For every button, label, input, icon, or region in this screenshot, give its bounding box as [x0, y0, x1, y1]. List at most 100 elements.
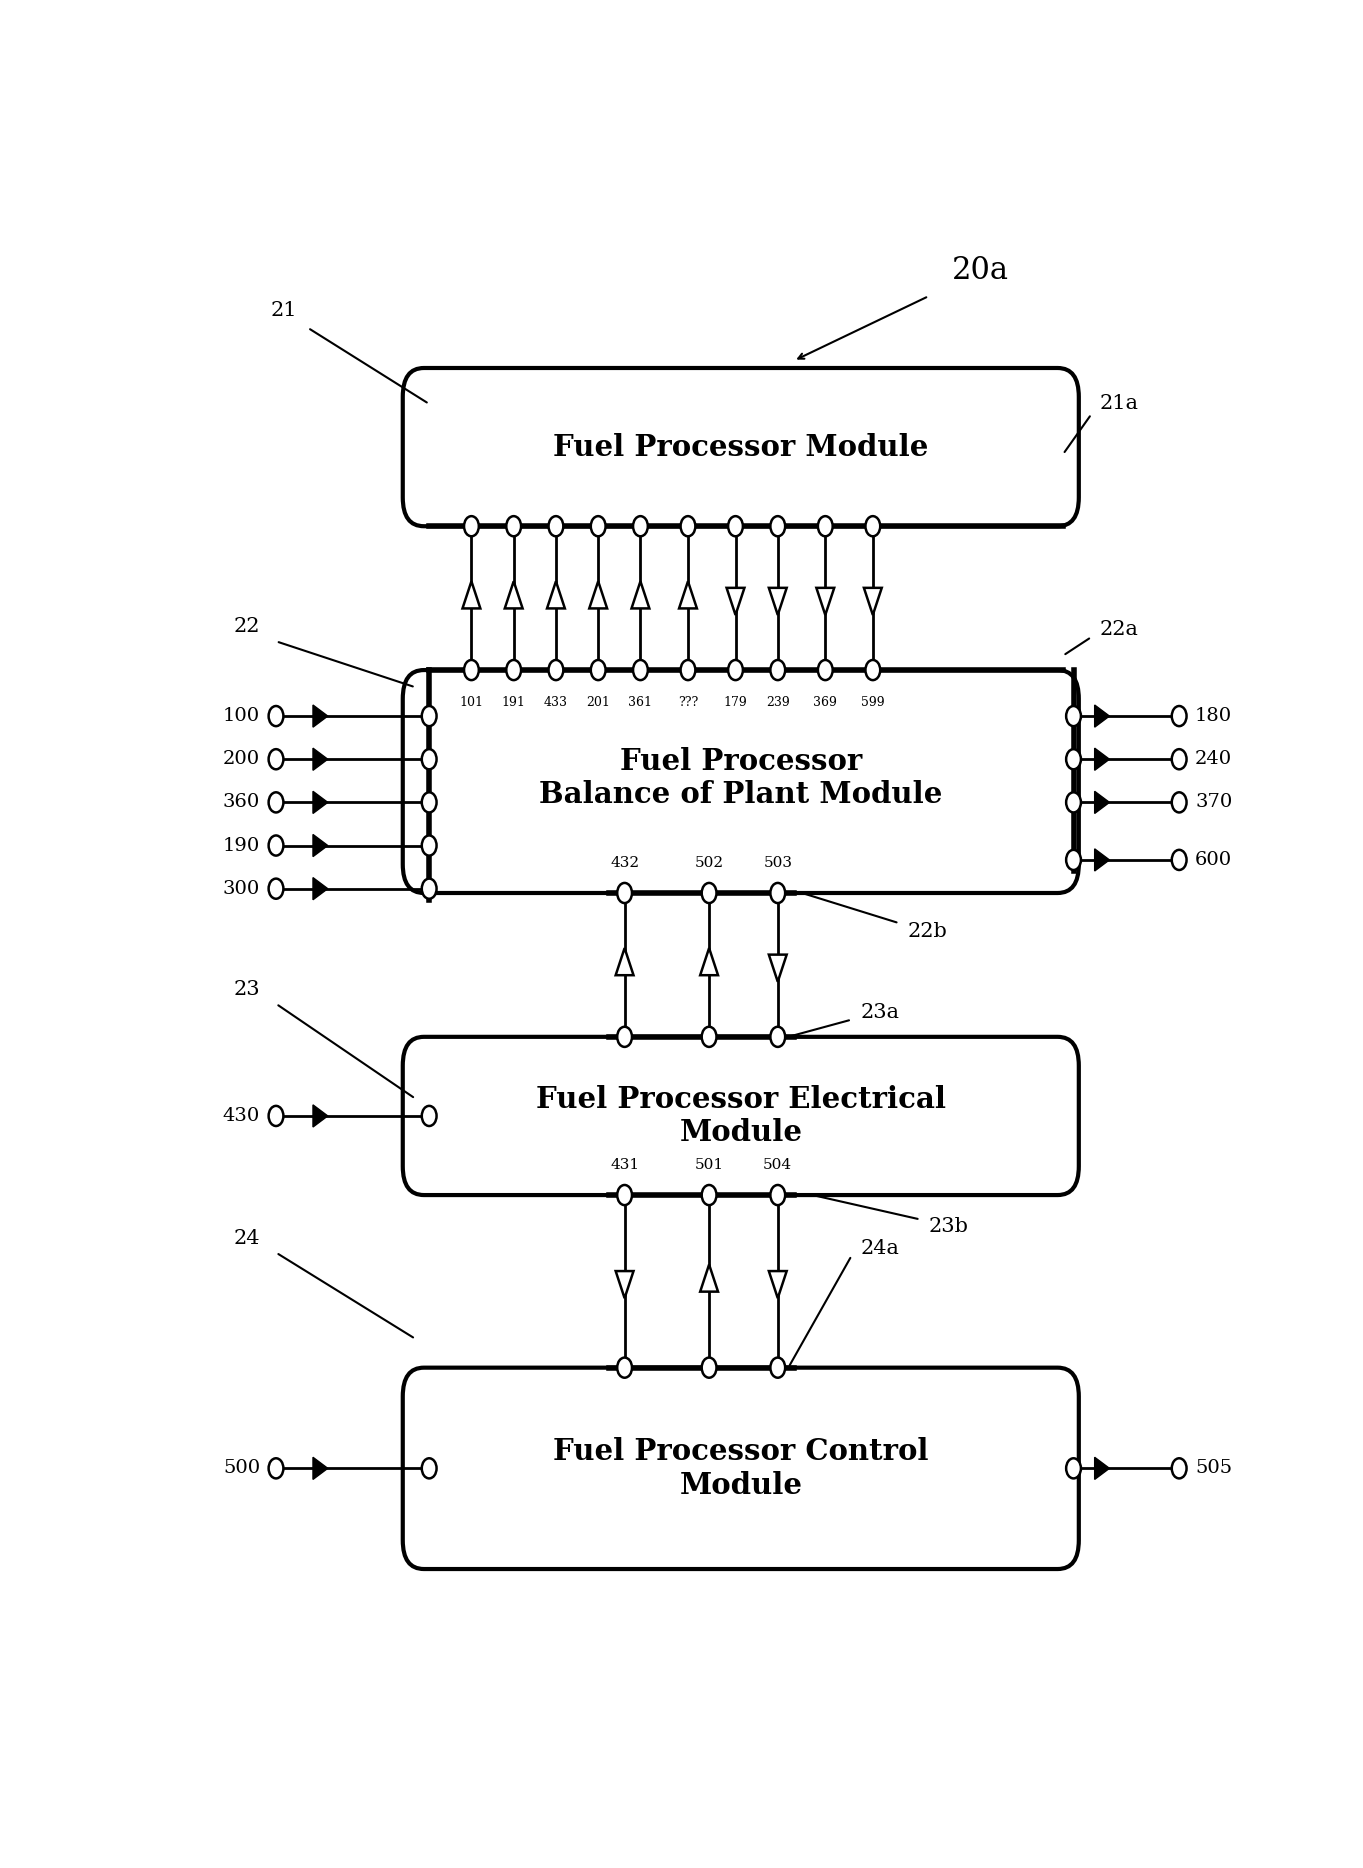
Polygon shape — [547, 581, 564, 609]
Circle shape — [506, 659, 521, 680]
Text: Fuel Processor Control
Module: Fuel Processor Control Module — [553, 1436, 928, 1500]
Circle shape — [818, 659, 833, 680]
Polygon shape — [313, 792, 327, 813]
FancyBboxPatch shape — [403, 368, 1079, 527]
Polygon shape — [504, 581, 522, 609]
Circle shape — [269, 706, 284, 727]
Circle shape — [269, 749, 284, 770]
Circle shape — [728, 659, 743, 680]
Circle shape — [269, 835, 284, 856]
Circle shape — [866, 516, 880, 536]
Polygon shape — [816, 588, 834, 615]
Polygon shape — [313, 878, 327, 900]
Circle shape — [702, 1027, 717, 1046]
Text: Fuel Processor Module: Fuel Processor Module — [553, 433, 928, 461]
Text: 504: 504 — [763, 1158, 792, 1171]
Circle shape — [770, 1358, 785, 1379]
Circle shape — [1066, 706, 1081, 727]
Text: 433: 433 — [544, 697, 568, 710]
Circle shape — [1172, 706, 1187, 727]
Text: 370: 370 — [1195, 794, 1232, 811]
Text: 505: 505 — [1195, 1459, 1232, 1478]
Circle shape — [421, 878, 436, 899]
Text: 23b: 23b — [928, 1218, 969, 1237]
Polygon shape — [769, 588, 786, 615]
FancyBboxPatch shape — [403, 1367, 1079, 1569]
Circle shape — [702, 1358, 717, 1379]
Circle shape — [590, 516, 605, 536]
Text: 22: 22 — [234, 618, 260, 637]
Circle shape — [617, 884, 632, 902]
Circle shape — [617, 1358, 632, 1379]
Text: 21: 21 — [271, 301, 297, 319]
Text: 22b: 22b — [908, 923, 947, 941]
Text: 431: 431 — [611, 1158, 639, 1171]
Circle shape — [1066, 1459, 1081, 1478]
Text: 24a: 24a — [860, 1238, 900, 1257]
Circle shape — [702, 884, 717, 902]
Polygon shape — [313, 704, 327, 727]
Circle shape — [770, 659, 785, 680]
Polygon shape — [313, 1104, 327, 1126]
Circle shape — [421, 1106, 436, 1126]
Circle shape — [1066, 792, 1081, 813]
Circle shape — [1066, 749, 1081, 770]
Circle shape — [770, 1184, 785, 1205]
Text: 191: 191 — [502, 697, 526, 710]
Polygon shape — [701, 949, 718, 975]
Circle shape — [421, 749, 436, 770]
Text: 361: 361 — [628, 697, 653, 710]
Circle shape — [1172, 1459, 1187, 1478]
Polygon shape — [313, 1457, 327, 1479]
Circle shape — [421, 792, 436, 813]
Text: Fuel Processor
Balance of Plant Module: Fuel Processor Balance of Plant Module — [540, 747, 942, 809]
Circle shape — [463, 516, 478, 536]
Text: 23a: 23a — [860, 1003, 900, 1022]
Circle shape — [680, 516, 695, 536]
Circle shape — [1172, 749, 1187, 770]
Circle shape — [269, 1459, 284, 1478]
Text: 300: 300 — [224, 880, 260, 899]
Circle shape — [590, 659, 605, 680]
Polygon shape — [313, 835, 327, 857]
Circle shape — [632, 659, 647, 680]
Circle shape — [617, 1027, 632, 1046]
Text: 22a: 22a — [1100, 620, 1139, 639]
Circle shape — [506, 516, 521, 536]
Circle shape — [1066, 850, 1081, 870]
Polygon shape — [313, 749, 327, 770]
Text: 201: 201 — [586, 697, 611, 710]
Circle shape — [866, 659, 880, 680]
Text: 500: 500 — [224, 1459, 260, 1478]
Text: 20a: 20a — [953, 254, 1009, 286]
Text: 369: 369 — [814, 697, 837, 710]
Text: 502: 502 — [695, 856, 724, 870]
Polygon shape — [726, 588, 744, 615]
Text: 180: 180 — [1195, 708, 1232, 725]
Circle shape — [770, 1027, 785, 1046]
Text: 600: 600 — [1195, 852, 1232, 869]
Polygon shape — [1094, 749, 1109, 770]
Text: 24: 24 — [234, 1229, 260, 1248]
Text: 190: 190 — [224, 837, 260, 854]
Polygon shape — [1094, 1457, 1109, 1479]
Text: Fuel Processor Electrical
Module: Fuel Processor Electrical Module — [536, 1085, 946, 1147]
Text: 239: 239 — [766, 697, 789, 710]
Circle shape — [632, 516, 647, 536]
Polygon shape — [679, 581, 696, 609]
Text: 100: 100 — [224, 708, 260, 725]
Text: 200: 200 — [224, 751, 260, 768]
Text: 432: 432 — [611, 856, 639, 870]
Circle shape — [269, 1106, 284, 1126]
Circle shape — [548, 659, 563, 680]
Text: 503: 503 — [763, 856, 792, 870]
Text: 101: 101 — [459, 697, 484, 710]
Circle shape — [1172, 792, 1187, 813]
Text: 23: 23 — [234, 981, 260, 999]
Circle shape — [770, 884, 785, 902]
FancyBboxPatch shape — [403, 1037, 1079, 1196]
Circle shape — [1172, 850, 1187, 870]
Polygon shape — [462, 581, 480, 609]
Circle shape — [421, 835, 436, 856]
Circle shape — [421, 706, 436, 727]
